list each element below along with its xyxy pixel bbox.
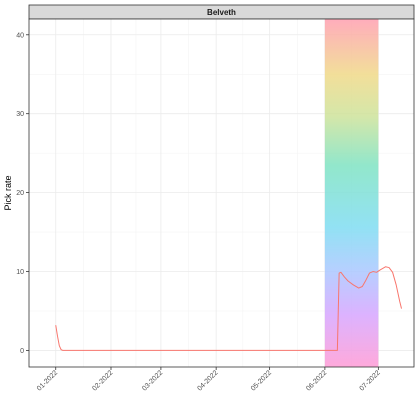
highlight-band-layer [324,19,379,367]
y-tick-label: 10 [16,269,24,276]
y-axis: 0 10 20 30 40 [16,32,29,355]
x-tick-label: 06-2022 [305,369,328,392]
y-tick-label: 40 [16,32,24,39]
x-tick-label: 01-2022 [36,369,59,392]
y-tick-label: 20 [16,190,24,197]
x-tick-label: 07-2022 [359,369,382,392]
x-tick-label: 03-2022 [141,369,164,392]
pick-rate-line [55,266,403,351]
y-tick-label: 0 [20,348,24,355]
highlight-band [324,19,379,367]
x-tick-label: 02-2022 [91,369,114,392]
x-axis: 01-2022 02-2022 03-2022 04-2022 05-2022 06-20… [36,367,382,393]
facet-title: Belveth [207,8,236,17]
x-tick-label: 04-2022 [196,369,219,392]
series-layer [55,266,403,351]
y-tick-label: 30 [16,111,24,118]
x-tick-label: 05-2022 [250,369,273,392]
y-axis-title: Pick rate [3,175,13,210]
